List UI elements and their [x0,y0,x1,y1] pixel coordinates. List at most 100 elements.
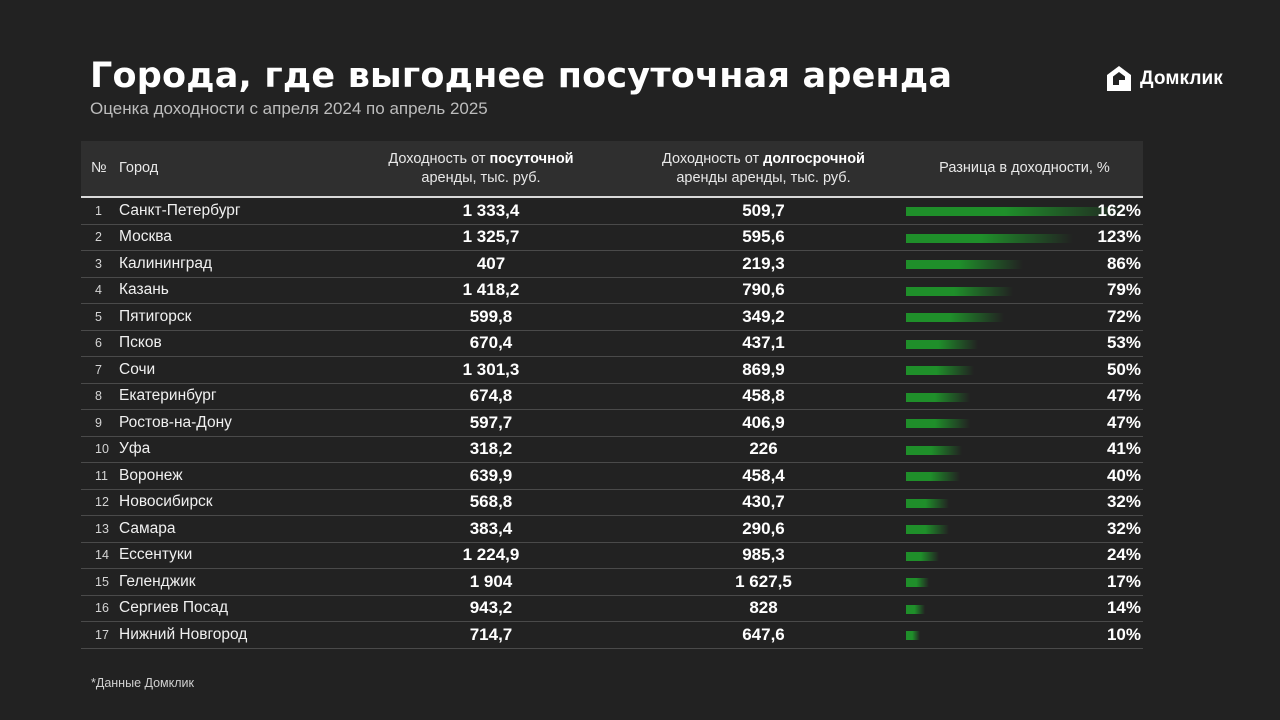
header-daily-pre: Доходность от [388,150,490,167]
row-long-yield: 828 [749,598,778,618]
row-long-yield: 509,7 [742,200,785,220]
header-long-pre: Доходность от [662,150,764,167]
row-diff-cell: 86% [906,251,1143,277]
row-num: 8 [95,389,102,404]
diff-value: 47% [1106,412,1141,432]
row-city: Уфа [119,440,151,458]
row-num: 4 [95,283,102,298]
page-subtitle: Оценка доходности с апреля 2024 по апрел… [90,99,488,118]
diff-value: 50% [1106,359,1141,379]
footnote: *Данные Домклик [91,676,195,690]
diff-bar [906,604,925,614]
row-city: Новосибирск [119,493,213,511]
diff-value: 123% [1097,227,1141,247]
row-city: Калининград [119,254,213,272]
diff-bar [906,631,920,640]
row-num: 15 [95,574,109,589]
diff-bar [906,233,1074,243]
row-diff-cell: 50% [906,357,1143,383]
row-daily-yield: 670,4 [469,333,513,353]
diff-value: 47% [1106,386,1141,406]
row-num: 1 [95,203,102,218]
row-city: Ростов-на-Дону [119,413,232,431]
page-title: Города, где выгоднее посуточная аренда [90,56,953,96]
row-daily-yield: 407 [476,253,506,273]
table-row: 9 Ростов-на-Дону 597,7 406,9 47% [81,410,1143,437]
row-diff-cell: 14% [906,596,1143,622]
diff-value: 40% [1106,465,1141,485]
row-long-yield: 985,3 [742,545,785,565]
diff-value: 17% [1106,571,1141,591]
row-diff-cell: 47% [906,384,1143,410]
row-diff-cell: 162% [906,198,1143,224]
diff-value: 24% [1106,545,1141,565]
row-long-yield: 647,6 [742,624,785,644]
diff-value: 32% [1106,518,1141,538]
row-long-yield: 430,7 [742,492,785,512]
table-row: 13 Самара 383,4 290,6 32% [81,516,1143,543]
header-daily-bold: посуточной [489,150,574,167]
table-row: 14 Ессентуки 1 224,9 985,3 24% [81,543,1143,569]
row-num: 10 [95,442,109,457]
diff-bar [906,207,1126,216]
row-diff-cell: 79% [906,278,1143,304]
row-num: 7 [95,362,102,377]
row-city: Псков [119,334,162,352]
diff-bar [906,313,1004,322]
header-num: № [91,160,107,176]
house-logo-icon [1107,66,1131,91]
row-long-yield: 1 627,5 [735,571,792,591]
header-long-bold: долгосрочной [763,150,865,167]
header-daily-yield: Доходность от посуточной аренды, тыс. ру… [341,150,621,188]
diff-bar [906,366,974,375]
diff-bar [906,419,970,428]
row-diff-cell: 24% [906,543,1143,569]
row-daily-yield: 383,4 [469,518,513,538]
row-diff-cell: 17% [906,569,1143,595]
table-row: 3 Калининград 407 219,3 86% [81,251,1143,278]
table-header: № Город Доходность от посуточной аренды,… [81,141,1143,198]
row-daily-yield: 318,2 [469,439,513,459]
row-city: Екатеринбург [119,387,217,405]
row-diff-cell: 123% [906,225,1143,251]
diff-value: 79% [1106,280,1141,300]
row-city: Воронеж [119,466,183,484]
row-long-yield: 290,6 [742,518,785,538]
diff-bar [906,286,1014,296]
domclick-logo: Домклик [1104,64,1223,94]
row-city: Пятигорск [119,307,192,325]
row-num: 3 [95,256,102,271]
row-daily-yield: 1 224,9 [462,545,520,565]
row-long-yield: 219,3 [742,253,785,273]
row-daily-yield: 1 904 [469,571,513,591]
row-city: Казань [119,281,169,299]
row-daily-yield: 1 325,7 [462,227,520,247]
row-num: 2 [95,230,102,245]
row-daily-yield: 674,8 [469,386,513,406]
row-city: Самара [119,519,176,537]
row-num: 11 [95,468,108,483]
row-diff-cell: 47% [906,410,1143,436]
row-city: Сергиев Посад [119,599,229,617]
row-diff-cell: 10% [906,622,1143,648]
diff-bar [906,445,962,455]
row-city: Сочи [119,360,156,378]
header-diff: Разница в доходности, % [939,160,1110,176]
table-row: 1 Санкт-Петербург 1 333,4 509,7 162% [81,198,1143,225]
row-long-yield: 458,4 [742,465,785,485]
table-row: 2 Москва 1 325,7 595,6 123% [81,225,1143,251]
diff-value: 32% [1106,492,1141,512]
row-num: 13 [95,521,109,536]
row-daily-yield: 943,2 [469,598,513,618]
row-diff-cell: 41% [906,437,1143,463]
row-num: 9 [95,415,102,430]
row-long-yield: 349,2 [742,306,785,326]
row-num: 12 [95,495,109,510]
row-daily-yield: 599,8 [469,306,513,326]
row-daily-yield: 714,7 [469,624,513,644]
row-diff-cell: 53% [906,331,1143,357]
row-daily-yield: 1 301,3 [462,359,520,379]
diff-value: 72% [1106,306,1141,326]
diff-bar [906,578,930,587]
row-city: Нижний Новгород [119,625,248,643]
